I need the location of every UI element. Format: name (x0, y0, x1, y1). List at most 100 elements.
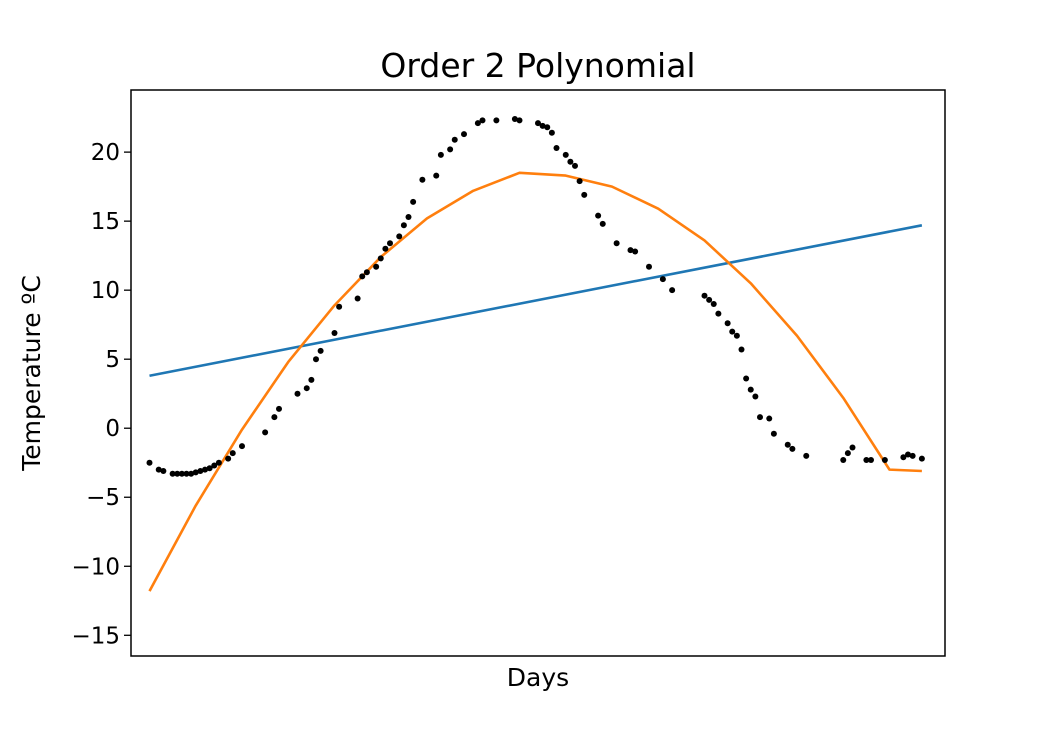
data-point (881, 456, 888, 463)
data-point (511, 115, 518, 122)
data-point (729, 328, 736, 335)
data-point (377, 255, 384, 262)
data-point (215, 459, 222, 466)
data-point (752, 393, 759, 400)
data-point (169, 470, 176, 477)
data-point (905, 451, 911, 458)
y-tick-label: −5 (86, 485, 120, 511)
data-point (474, 120, 481, 127)
data-point (669, 287, 676, 294)
y-tick-label: 10 (91, 278, 120, 304)
data-point (354, 295, 361, 302)
data-point (627, 247, 634, 254)
data-point (770, 430, 777, 437)
data-point (479, 117, 486, 124)
data-point (715, 310, 722, 317)
data-point (336, 303, 343, 310)
data-point (174, 470, 181, 477)
chart-title: Order 2 Polynomial (380, 46, 695, 85)
data-point (192, 469, 199, 476)
data-point (239, 443, 245, 450)
data-point (178, 470, 185, 477)
data-point (387, 240, 393, 247)
data-point (733, 332, 740, 339)
plot-area (146, 115, 925, 592)
data-point (632, 248, 639, 255)
data-point (183, 470, 190, 477)
y-tick-label: −10 (71, 554, 120, 580)
data-point (400, 222, 407, 229)
data-point (646, 263, 652, 270)
data-point (595, 212, 602, 219)
plot-frame (130, 89, 946, 657)
data-point (382, 245, 389, 252)
data-point (789, 445, 796, 452)
data-point (738, 346, 745, 353)
data-point (840, 456, 847, 463)
data-point (229, 450, 236, 457)
data-point (576, 178, 583, 185)
data-point (724, 320, 731, 327)
data-point (706, 296, 713, 303)
y-tick-label: 0 (105, 416, 120, 442)
data-point (553, 144, 560, 151)
data-point (276, 405, 282, 412)
data-point (202, 466, 208, 473)
data-point (613, 240, 620, 247)
y-axis-label: Temperature ºC (17, 275, 46, 472)
data-point (516, 117, 523, 124)
data-point (659, 276, 666, 283)
data-point (581, 191, 588, 198)
data-point (206, 465, 213, 472)
data-point (599, 220, 606, 227)
data-point (373, 263, 380, 270)
data-point (918, 455, 925, 462)
data-point (544, 124, 551, 131)
data-point (211, 462, 218, 469)
data-point (535, 120, 541, 127)
data-point (160, 468, 167, 475)
data-point (844, 450, 851, 457)
y-axis-ticks: −15 −10 −5 0 5 10 15 20 (71, 140, 131, 649)
data-point (225, 455, 232, 462)
data-point (451, 136, 458, 143)
data-point (308, 376, 315, 383)
y-tick-label: 15 (91, 209, 120, 235)
data-point (909, 452, 916, 459)
data-point (405, 214, 412, 220)
data-point (539, 122, 546, 129)
data-point (868, 456, 874, 463)
data-point (197, 468, 204, 475)
data-point (410, 198, 417, 205)
data-point (303, 385, 310, 392)
data-point (396, 233, 403, 240)
data-point (710, 300, 717, 307)
data-point (567, 158, 574, 165)
data-point (447, 146, 454, 153)
data-point (313, 356, 319, 363)
data-point (262, 429, 269, 436)
data-point (548, 129, 555, 136)
data-point (461, 131, 467, 138)
y-tick-label: 5 (105, 347, 120, 373)
data-point (743, 375, 750, 382)
data-point (562, 151, 569, 158)
data-point (317, 347, 324, 354)
data-point (294, 390, 301, 397)
y-tick-label: −15 (71, 623, 120, 649)
data-point (146, 459, 153, 466)
data-point (757, 414, 763, 421)
data-point (701, 292, 708, 299)
data-point (900, 454, 907, 461)
data-point (849, 444, 856, 451)
linear-fit-line (149, 224, 923, 378)
data-point (437, 151, 444, 158)
data-point (803, 452, 810, 459)
data-point (419, 176, 426, 183)
data-point (784, 441, 791, 448)
data-point (766, 415, 773, 422)
data-point (747, 386, 754, 393)
data-point (271, 414, 278, 421)
